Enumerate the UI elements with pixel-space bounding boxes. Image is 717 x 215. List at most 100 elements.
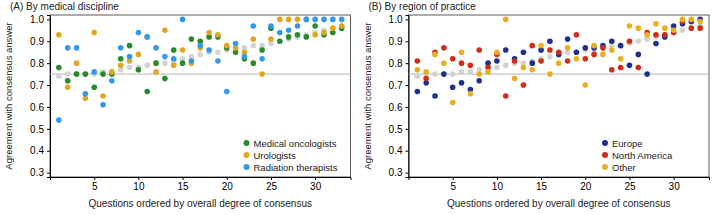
x-tick-mark [585,177,586,180]
point [503,47,509,53]
y-axis: 0.30.40.50.60.70.80.91.0 [30,14,50,178]
point [339,17,345,23]
point [547,38,553,44]
point [582,56,588,62]
point [259,47,265,53]
frame [50,15,351,177]
point [547,54,553,60]
y-tick: 0.7 [30,80,50,91]
point [521,82,527,88]
point [153,60,159,66]
point [312,32,318,38]
y-tick: 0.6 [389,102,409,113]
point [644,32,650,38]
point [295,17,301,23]
point [259,71,265,77]
point [529,60,535,66]
point [450,56,456,62]
y-tick-label: 1.0 [30,14,44,25]
point [689,17,695,23]
point [233,41,239,47]
y-axis-title: Agreement with consensus answer [3,22,14,169]
point [268,36,274,42]
point [65,84,71,90]
point [171,56,177,62]
x-tick-mark [138,177,139,180]
x-tick-label: 15 [536,181,548,192]
point [441,71,447,77]
point [100,102,106,108]
y-axis-line [47,16,51,178]
y-tick-mark [47,151,50,152]
x-tick-mark [227,177,228,180]
legend-label: Urologists [254,150,296,161]
point [556,49,562,55]
point [485,69,491,75]
x-tick: 10 [492,177,504,192]
point [468,69,474,75]
series [56,17,344,123]
point [689,25,695,31]
point [215,32,221,38]
y-tick: 0.8 [389,58,409,69]
series [56,17,344,101]
point [565,58,571,64]
legend-marker [602,140,608,146]
y-tick-mark [406,151,409,152]
point [162,28,168,34]
point [459,49,465,55]
x-tick-mark [674,177,675,180]
point [644,71,650,77]
point [538,58,544,64]
point [118,45,124,51]
y-tick: 0.3 [30,167,50,178]
x-tick: 20 [222,177,234,192]
point [162,54,168,60]
point [144,34,150,40]
point [415,58,421,64]
legend-marker [244,140,250,146]
point [74,45,80,51]
x-axis: 51015202530 [409,177,710,192]
point [600,45,606,51]
point [529,67,535,73]
point [441,45,447,51]
point [680,17,686,23]
point [250,60,256,66]
point [153,60,159,66]
point [662,32,668,38]
y-tick: 0.5 [389,124,409,135]
point [618,56,624,62]
point [197,52,203,58]
x-axis-line [409,178,710,181]
point [286,17,292,23]
point [109,69,115,75]
point [441,71,447,77]
x-tick: 30 [669,177,681,192]
y-tick-label: 1.0 [389,14,403,25]
y-tick-label: 0.6 [30,102,44,113]
point [250,43,256,49]
point [441,60,447,66]
point [56,73,62,79]
y-axis-line [406,16,410,178]
point [565,45,571,51]
point [118,63,124,69]
point [83,91,89,97]
point [653,32,659,38]
point [627,23,633,29]
point [635,25,641,31]
point [180,60,186,66]
y-tick-mark [47,63,50,64]
point [574,49,580,55]
y-tick-label: 0.8 [30,58,44,69]
point [312,23,318,29]
point [671,28,677,34]
point [91,84,97,90]
point [697,25,703,31]
legend-label: Other [612,162,636,173]
point [450,71,456,77]
y-tick-label: 0.3 [389,167,403,178]
point [304,34,310,40]
x-axis-title: Questions ordered by overall degree of c… [447,198,670,209]
